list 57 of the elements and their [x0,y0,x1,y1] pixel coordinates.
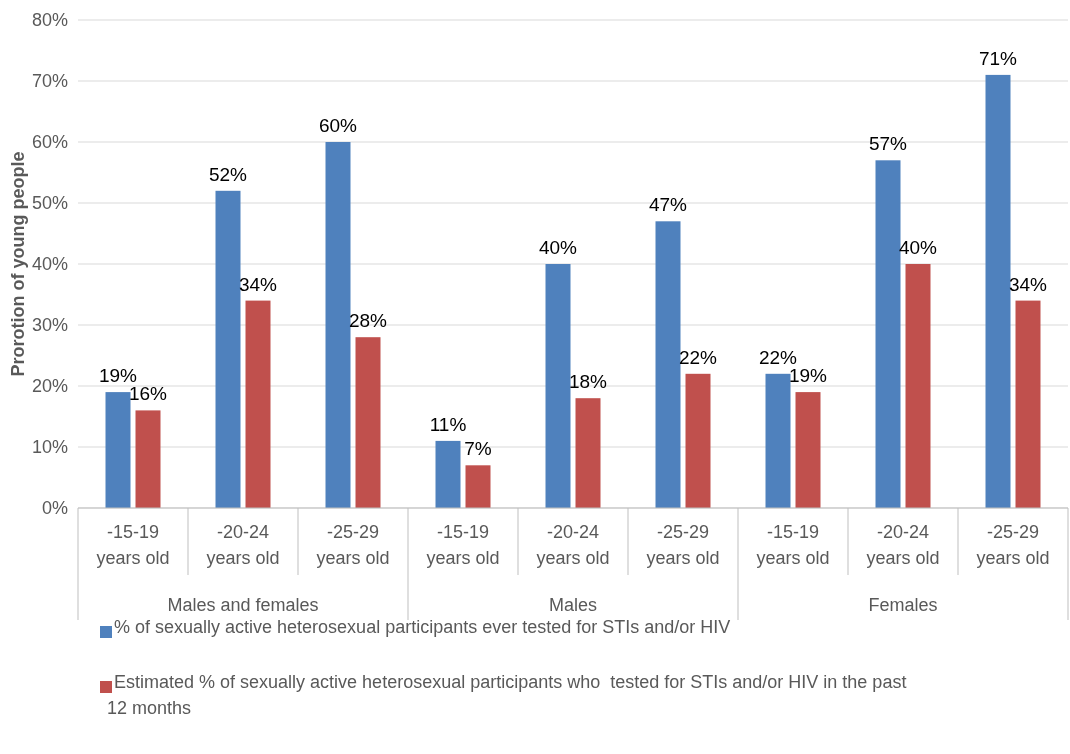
data-label: 11% [429,413,467,435]
legend-label: % of sexually active heterosexual participants ever tested for STIs and/or HIV [114,617,731,637]
y-tick-label: 0% [41,498,68,519]
data-label: 47% [648,194,688,216]
bar [575,398,601,508]
bar [985,74,1011,508]
y-axis-title: Prorotion of young people [8,151,28,377]
data-label: 34% [1008,273,1048,295]
y-tick-label: 80% [31,10,68,31]
x-tick-label: -20-24 years old [206,522,280,568]
bar [1015,300,1041,508]
x-tick-label: -20-24 years old [866,522,940,568]
bar [765,373,791,508]
bar [135,410,161,508]
bar [875,160,901,508]
data-label: 34% [238,273,278,295]
data-label: 19% [788,365,828,387]
data-label: 71% [978,47,1018,69]
x-tick-label: -15-19 years old [756,522,830,568]
text: Females [868,595,938,615]
bar [215,190,241,508]
y-tick-label: 70% [31,71,68,92]
x-tick-label: -15-19 years old [96,522,170,568]
y-tick-label: 20% [31,376,68,397]
y-tick-label: 60% [31,132,68,153]
y-tick-label: 40% [31,254,68,275]
text: Males and females [167,595,319,615]
data-label: 7% [464,438,492,460]
x-tick-label: -15-19 years old [426,522,500,568]
data-label: 22% [758,346,798,368]
bar [355,337,381,508]
y-tick-label: 10% [31,437,68,458]
bar [545,264,571,508]
data-label: 60% [318,115,358,136]
bar [685,373,711,508]
data-label: 40% [538,237,578,258]
bar [795,392,821,508]
bar [435,440,461,508]
bar [905,264,931,508]
x-tick-label: -20-24 years old [536,522,610,568]
y-tick-label: 50% [31,193,68,214]
data-label: 28% [348,310,388,332]
y-tick-label: 30% [31,315,68,336]
bar [655,221,681,508]
text: Males [548,595,598,615]
x-tick-label: -25-29 years old [316,522,390,568]
x-tick-label: -25-29 years old [646,522,720,568]
data-label: 18% [568,371,608,393]
x-tick-label: -25-29 years old [976,522,1050,568]
bar [325,142,351,508]
data-label: 52% [208,163,248,185]
data-label: 57% [868,133,908,155]
bar [105,392,131,508]
bar [245,300,271,508]
bar [465,465,491,508]
legend-label: Estimated % of sexually active heterosexual participants who tested for STIs and/or HIV in the past 12 months [107,672,907,718]
data-label: 22% [678,346,718,368]
